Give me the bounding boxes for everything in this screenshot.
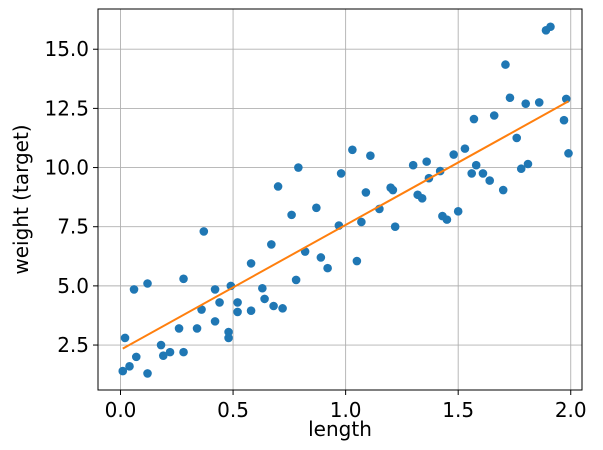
data-point <box>273 182 283 191</box>
data-point <box>156 340 166 350</box>
data-point <box>233 307 242 317</box>
grid <box>98 9 582 390</box>
data-point <box>501 60 510 69</box>
data-point <box>559 115 569 125</box>
data-point <box>417 194 427 203</box>
data-point <box>210 317 220 326</box>
data-points <box>118 22 573 378</box>
data-point <box>278 304 287 313</box>
data-point <box>215 298 224 307</box>
data-point <box>258 283 267 293</box>
data-point <box>269 301 278 311</box>
data-point <box>467 169 476 178</box>
data-point <box>224 327 233 337</box>
data-point <box>118 366 128 376</box>
data-point <box>143 369 152 378</box>
data-point <box>246 306 256 316</box>
data-point <box>131 352 141 362</box>
data-point <box>352 256 362 266</box>
data-point <box>316 253 326 262</box>
data-point <box>260 294 269 304</box>
data-point <box>267 240 276 249</box>
data-point <box>564 149 573 158</box>
data-point <box>336 169 346 178</box>
data-point <box>523 159 533 169</box>
data-point <box>233 298 242 307</box>
data-point <box>179 274 188 284</box>
y-tick-label: 5.0 <box>57 274 89 298</box>
data-point <box>357 217 366 227</box>
data-point <box>442 215 452 224</box>
data-point <box>287 210 296 220</box>
x-tick-label: 2.0 <box>555 398 587 422</box>
data-point <box>478 169 488 178</box>
data-point <box>505 93 515 103</box>
fit-line <box>122 100 569 350</box>
data-point <box>366 151 375 161</box>
data-point <box>246 259 256 268</box>
y-tick-label: 12.5 <box>44 96 89 120</box>
data-point <box>546 22 555 32</box>
x-tick-label: 1.5 <box>442 398 474 422</box>
data-point <box>199 227 209 236</box>
y-tick-label: 2.5 <box>57 333 89 357</box>
data-point <box>179 347 188 357</box>
data-point <box>192 324 202 333</box>
y-tick-label: 15.0 <box>44 37 89 61</box>
data-point <box>197 305 206 314</box>
data-point <box>348 145 357 155</box>
data-point <box>210 285 220 294</box>
data-point <box>422 157 431 166</box>
x-tick-label: 1.0 <box>330 398 362 422</box>
x-axis-ticks: 0.0 0.5 1.0 1.5 2.0 <box>105 390 587 422</box>
regression-line <box>122 100 569 350</box>
data-point <box>408 160 418 170</box>
data-point <box>125 362 134 371</box>
data-point <box>129 285 139 294</box>
data-point <box>498 185 508 195</box>
plot-frame <box>97 8 583 391</box>
data-point <box>449 150 458 159</box>
data-point <box>291 275 301 285</box>
data-point <box>489 111 499 120</box>
data-point <box>453 207 463 216</box>
data-point <box>143 279 152 288</box>
y-axis-label: weight (target) <box>9 124 33 274</box>
data-point <box>390 222 400 232</box>
data-point <box>516 164 526 174</box>
x-tick-label: 0.5 <box>217 398 249 422</box>
data-point <box>361 188 371 197</box>
y-tick-label: 7.5 <box>57 215 89 239</box>
data-point <box>469 114 479 124</box>
y-axis-ticks: 2.5 5.0 7.5 10.0 12.5 15.0 <box>44 37 98 357</box>
data-point <box>521 99 531 108</box>
data-point <box>224 333 233 343</box>
data-point <box>312 203 321 213</box>
data-point <box>471 160 481 170</box>
x-tick-label: 0.0 <box>105 398 137 422</box>
data-point <box>120 333 130 343</box>
data-point <box>561 94 571 104</box>
data-point <box>174 324 184 333</box>
x-axis-label: length <box>308 417 372 441</box>
data-point <box>158 351 168 360</box>
data-point <box>512 133 522 143</box>
data-point <box>323 263 332 273</box>
data-point <box>165 347 175 357</box>
data-point <box>388 185 398 195</box>
data-point <box>294 163 303 172</box>
data-point <box>534 98 544 107</box>
y-tick-label: 10.0 <box>44 156 89 180</box>
data-point <box>460 144 470 153</box>
data-point <box>485 176 495 185</box>
